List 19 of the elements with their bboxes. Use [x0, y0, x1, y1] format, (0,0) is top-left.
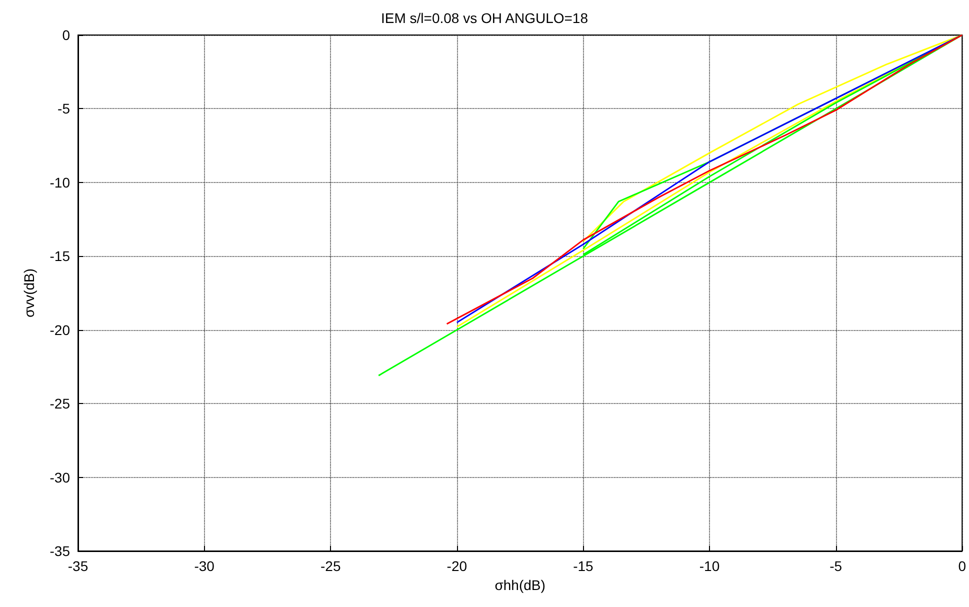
- y-tick-label: -30: [50, 469, 70, 486]
- y-tick-label: -35: [50, 543, 70, 559]
- y-tick-label: -5: [58, 100, 70, 117]
- x-tick-label: -30: [194, 558, 215, 574]
- x-tick-label: -5: [830, 558, 842, 574]
- y-tick-label: -10: [50, 174, 70, 190]
- x-axis-title: σhh(dB): [494, 576, 546, 593]
- y-axis-title: σvv(dB): [21, 268, 37, 318]
- x-tick-label: 0: [958, 558, 966, 574]
- x-tick-label: -20: [446, 558, 468, 574]
- y-tick-label: -15: [50, 248, 70, 264]
- x-tick-label: -25: [320, 558, 341, 574]
- x-tick-label: -35: [68, 558, 88, 574]
- y-tick-label: 0: [62, 27, 70, 43]
- x-tick-label: -10: [699, 558, 720, 574]
- x-tick-label: -15: [573, 558, 594, 574]
- chart-title: IEM s/l=0.08 vs OH ANGULO=18: [381, 10, 588, 26]
- y-tick-label: -20: [50, 322, 70, 338]
- y-tick-label: -25: [50, 396, 70, 412]
